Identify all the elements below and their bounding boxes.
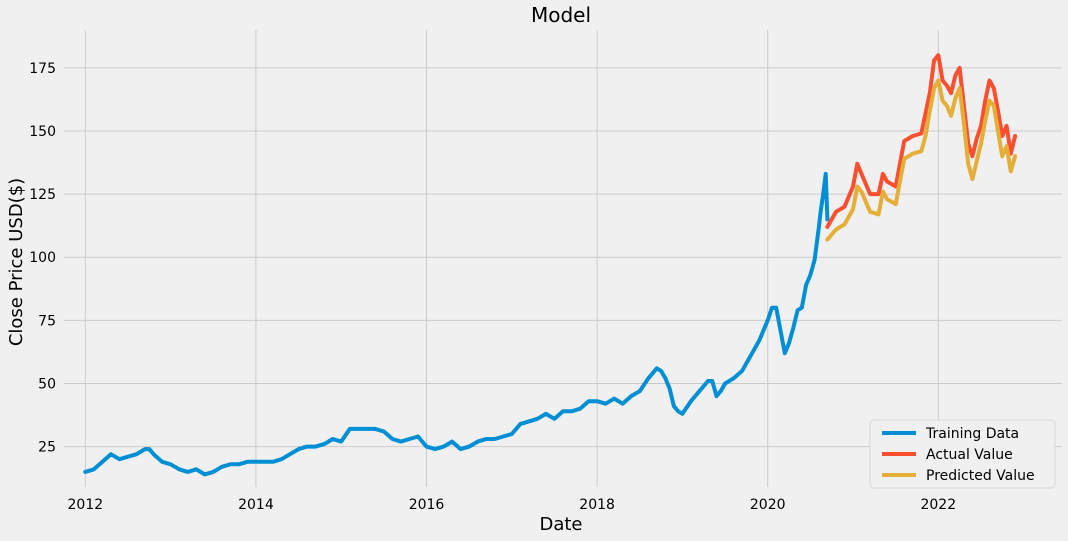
legend-label: Predicted Value	[926, 468, 1035, 484]
y-tick-label: 50	[38, 376, 56, 392]
y-tick-label: 150	[29, 124, 56, 140]
x-axis-label: Date	[539, 514, 582, 535]
y-tick-label: 125	[29, 187, 56, 203]
y-tick-label: 75	[38, 313, 56, 329]
ticks-layer: 2012 2014 2016 2018 2020 2022 25 50 75 100 125 150 1…	[29, 61, 956, 513]
legend: Training Data Actual Value Predicted Value	[869, 419, 1056, 489]
series-line-predicted-value	[825, 78, 1018, 242]
y-tick-label: 25	[38, 440, 56, 456]
chart-title: Model	[531, 3, 591, 27]
legend-label: Actual Value	[926, 447, 1013, 463]
y-tick-label: 175	[29, 61, 56, 77]
x-tick-label: 2018	[579, 497, 615, 513]
series-layer	[83, 53, 1018, 477]
legend-box	[869, 419, 1056, 489]
x-tick-label: 2016	[409, 497, 445, 513]
y-axis-label: Close Price USD($)	[6, 178, 27, 346]
series-line-actual-value	[825, 53, 1018, 229]
series-line-training-data	[83, 171, 830, 477]
x-tick-label: 2022	[920, 497, 956, 513]
y-tick-label: 100	[29, 250, 56, 266]
x-tick-label: 2012	[68, 497, 104, 513]
x-tick-label: 2014	[238, 497, 274, 513]
legend-label: Training Data	[925, 426, 1019, 442]
x-tick-label: 2020	[750, 497, 786, 513]
